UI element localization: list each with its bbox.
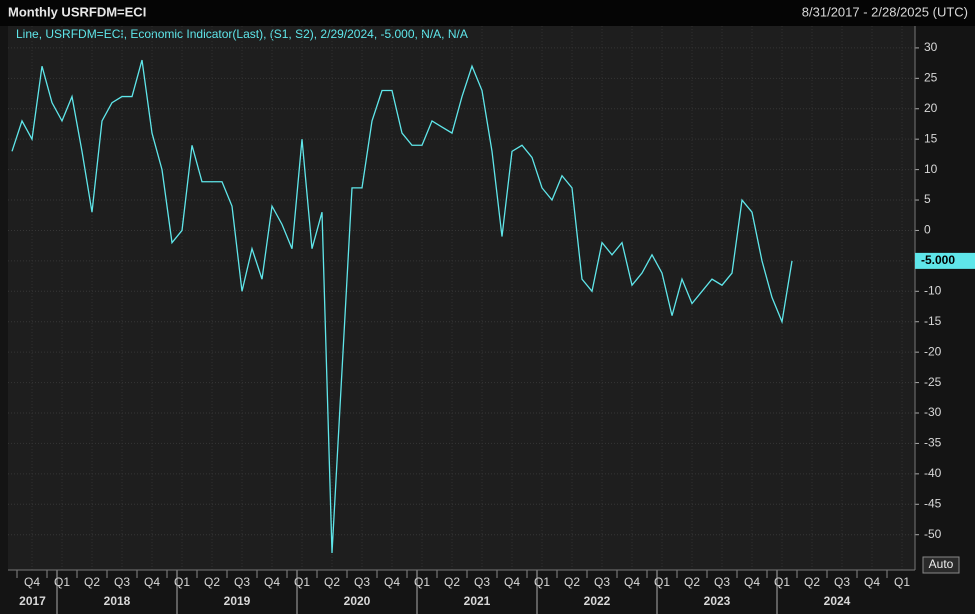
year-label: 2019 <box>224 594 251 608</box>
x-tick-label: Q3 <box>114 575 130 589</box>
y-tick-label: -10 <box>924 283 942 297</box>
y-tick-label: -25 <box>924 375 942 389</box>
year-label: 2022 <box>584 594 611 608</box>
x-tick-label: Q1 <box>54 575 70 589</box>
x-tick-label: Q3 <box>714 575 730 589</box>
x-tick-label: Q4 <box>504 575 520 589</box>
plot-area <box>8 26 915 570</box>
x-tick-label: Q4 <box>744 575 760 589</box>
x-tick-label: Q3 <box>354 575 370 589</box>
y-tick-label: 20 <box>924 101 938 115</box>
x-tick-label: Q3 <box>834 575 850 589</box>
x-tick-label: Q1 <box>654 575 670 589</box>
x-tick-label: Q1 <box>894 575 910 589</box>
x-tick-label: Q3 <box>234 575 250 589</box>
y-tick-label: 15 <box>924 131 938 145</box>
y-tick-label: -40 <box>924 466 942 480</box>
date-range: 8/31/2017 - 2/28/2025 (UTC) <box>802 4 968 19</box>
x-tick-label: Q2 <box>204 575 220 589</box>
year-label: 2020 <box>344 594 371 608</box>
x-tick-label: Q2 <box>444 575 460 589</box>
x-tick-label: Q4 <box>264 575 280 589</box>
y-tick-label: -45 <box>924 496 942 510</box>
x-tick-label: Q4 <box>384 575 400 589</box>
x-tick-label: Q4 <box>24 575 40 589</box>
y-tick-label: -35 <box>924 436 942 450</box>
x-tick-label: Q2 <box>84 575 100 589</box>
auto-button-label[interactable]: Auto <box>929 557 954 571</box>
last-value-box <box>915 252 975 269</box>
x-tick-label: Q4 <box>144 575 160 589</box>
x-tick-label: Q4 <box>864 575 880 589</box>
x-tick-label: Q1 <box>774 575 790 589</box>
chart-title: Monthly USRFDM=ECI <box>8 4 146 19</box>
year-label: 2017 <box>19 594 46 608</box>
y-tick-label: -50 <box>924 527 942 541</box>
y-tick-label: 10 <box>924 162 938 176</box>
last-value-label: -5.000 <box>921 253 955 267</box>
x-tick-label: Q2 <box>324 575 340 589</box>
y-tick-label: 25 <box>924 71 938 85</box>
title-bar <box>0 0 975 26</box>
data-line <box>11 59 793 553</box>
x-tick-label: Q2 <box>564 575 580 589</box>
y-tick-label: 0 <box>924 223 931 237</box>
x-tick-label: Q2 <box>684 575 700 589</box>
x-tick-label: Q1 <box>534 575 550 589</box>
year-label: 2024 <box>824 594 851 608</box>
legend: Line, USRFDM=ECI, Economic Indicator(Las… <box>16 27 468 41</box>
year-label: 2023 <box>704 594 731 608</box>
x-tick-label: Q3 <box>474 575 490 589</box>
auto-button[interactable] <box>922 556 960 574</box>
x-tick-label: Q1 <box>294 575 310 589</box>
year-label: 2018 <box>104 594 131 608</box>
y-tick-label: 5 <box>924 192 931 206</box>
x-tick-label: Q2 <box>804 575 820 589</box>
y-tick-label: 30 <box>924 40 938 54</box>
x-tick-label: Q1 <box>414 575 430 589</box>
x-tick-label: Q3 <box>594 575 610 589</box>
y-tick-label: -15 <box>924 314 942 328</box>
year-label: 2021 <box>464 594 491 608</box>
y-tick-label: -20 <box>924 344 942 358</box>
y-tick-label: -30 <box>924 405 942 419</box>
x-tick-label: Q4 <box>624 575 640 589</box>
x-tick-label: Q1 <box>174 575 190 589</box>
